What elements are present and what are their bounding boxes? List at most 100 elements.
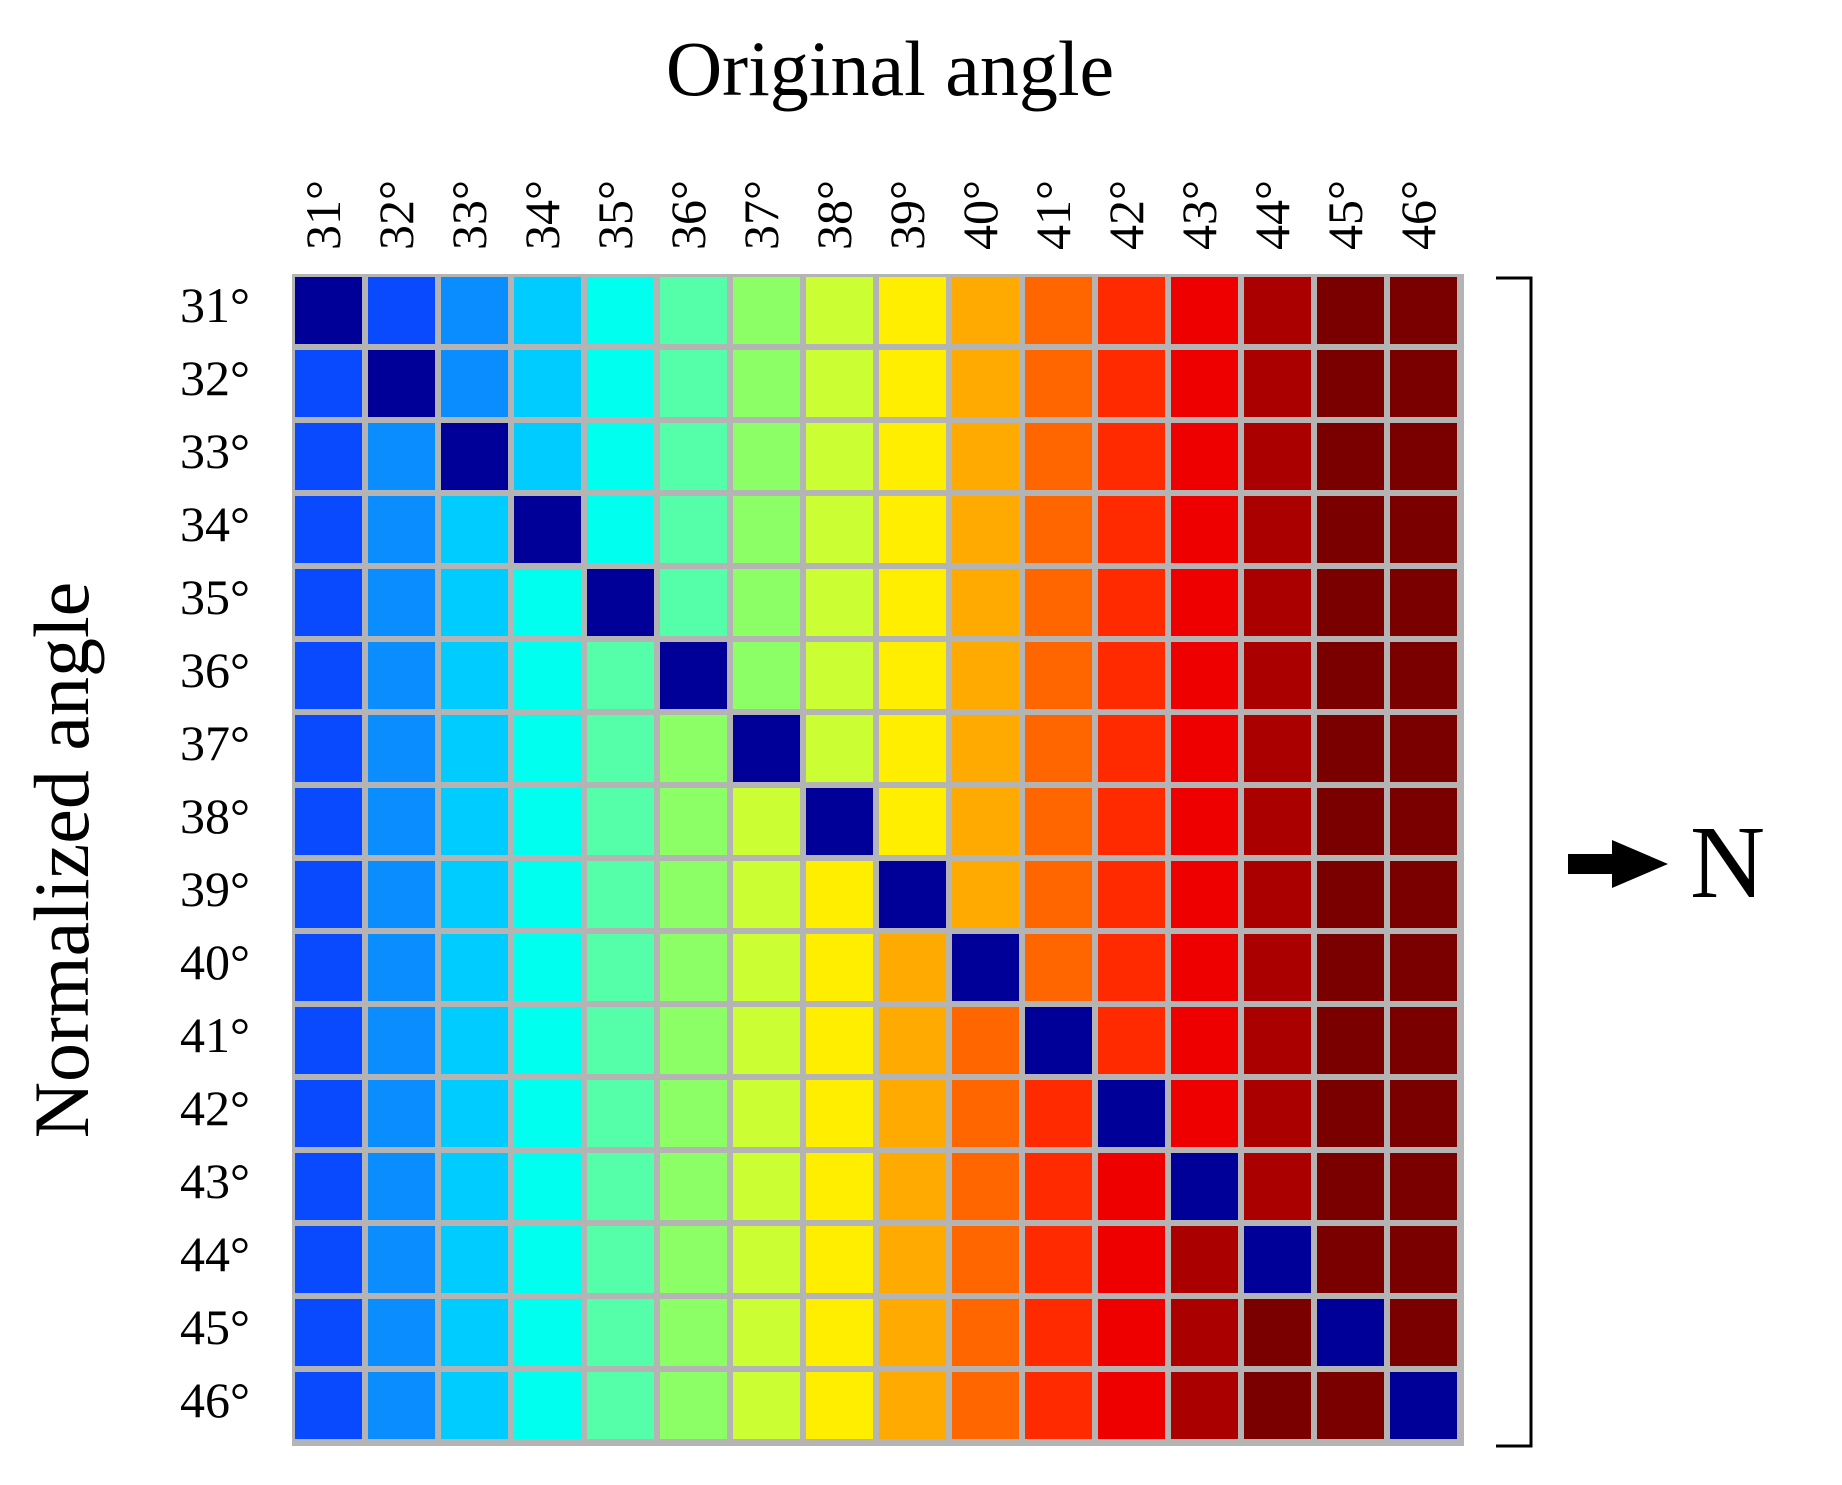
matrix-cell	[441, 934, 508, 1001]
matrix-cell	[879, 642, 946, 709]
matrix-cell	[295, 715, 362, 782]
matrix-cell	[587, 496, 654, 563]
matrix-cell	[952, 1299, 1019, 1366]
matrix-cell	[733, 1299, 800, 1366]
matrix-cell	[1025, 1226, 1092, 1293]
matrix-cell	[1317, 423, 1384, 490]
matrix-cell	[295, 642, 362, 709]
matrix-cell	[1317, 861, 1384, 928]
matrix-cell	[587, 1153, 654, 1220]
matrix-cell	[1025, 277, 1092, 344]
row-label: 34°	[180, 496, 250, 552]
matrix-cell	[1098, 715, 1165, 782]
matrix-cell	[587, 1226, 654, 1293]
matrix-cell	[1390, 715, 1457, 782]
matrix-cell	[368, 1153, 435, 1220]
matrix-cell	[879, 1153, 946, 1220]
matrix-cell	[1025, 715, 1092, 782]
row-label: 31°	[180, 277, 250, 333]
matrix-cell	[514, 715, 581, 782]
column-label: 44°	[1244, 180, 1300, 250]
matrix-cell	[952, 277, 1019, 344]
column-label: 32°	[368, 180, 424, 250]
matrix-cell	[295, 1226, 362, 1293]
matrix-cell	[733, 1080, 800, 1147]
matrix-cell	[1171, 350, 1238, 417]
matrix-cell	[952, 1226, 1019, 1293]
matrix-cell	[295, 350, 362, 417]
matrix-cell	[660, 715, 727, 782]
matrix-cell	[295, 934, 362, 1001]
matrix-cell	[587, 350, 654, 417]
matrix-cell	[1098, 934, 1165, 1001]
matrix-cell	[514, 423, 581, 490]
matrix-cell	[1317, 1226, 1384, 1293]
matrix-cell	[1171, 715, 1238, 782]
matrix-cell	[1025, 642, 1092, 709]
matrix-cell	[368, 788, 435, 855]
column-label: 42°	[1098, 180, 1154, 250]
matrix-cell	[587, 861, 654, 928]
matrix-cell	[1244, 496, 1311, 563]
matrix-cell	[1317, 277, 1384, 344]
matrix-cell	[514, 642, 581, 709]
matrix-cell	[1098, 788, 1165, 855]
matrix-cell	[441, 715, 508, 782]
matrix-cell	[441, 1080, 508, 1147]
matrix-cell	[1025, 569, 1092, 636]
column-label: 39°	[879, 180, 935, 250]
matrix-cell	[587, 642, 654, 709]
matrix-cell	[1171, 277, 1238, 344]
row-label: 37°	[180, 715, 250, 771]
matrix-cell	[1390, 496, 1457, 563]
matrix-cell	[660, 1080, 727, 1147]
matrix-cell	[295, 496, 362, 563]
matrix-cell	[806, 715, 873, 782]
matrix-cell	[1171, 1226, 1238, 1293]
matrix-cell	[368, 423, 435, 490]
matrix-cell	[1317, 1007, 1384, 1074]
matrix-cell	[368, 1299, 435, 1366]
matrix-cell	[1025, 423, 1092, 490]
matrix-cell	[660, 1226, 727, 1293]
matrix-cell	[952, 861, 1019, 928]
matrix-cell	[1171, 934, 1238, 1001]
matrix-cell	[514, 1372, 581, 1439]
matrix-cell	[1171, 496, 1238, 563]
matrix-cell	[733, 1226, 800, 1293]
row-label: 32°	[180, 350, 250, 406]
row-label: 42°	[180, 1080, 250, 1136]
matrix-cell	[1025, 861, 1092, 928]
matrix-cell	[1098, 1007, 1165, 1074]
matrix-cell	[1390, 642, 1457, 709]
matrix-cell	[587, 715, 654, 782]
matrix-cell	[952, 715, 1019, 782]
matrix-cell	[295, 788, 362, 855]
matrix-cell	[1244, 934, 1311, 1001]
matrix-cell	[660, 277, 727, 344]
column-label: 31°	[295, 180, 351, 250]
matrix-cell	[587, 1372, 654, 1439]
row-label: 40°	[180, 934, 250, 990]
matrix-cell	[587, 1080, 654, 1147]
matrix-cell-diagonal	[514, 496, 581, 563]
matrix-cell	[1098, 1153, 1165, 1220]
matrix-cell	[660, 1299, 727, 1366]
row-label: 38°	[180, 788, 250, 844]
matrix-cell	[952, 496, 1019, 563]
matrix-cell	[879, 277, 946, 344]
matrix-cell	[1317, 496, 1384, 563]
matrix-cell	[368, 1372, 435, 1439]
matrix-cell	[1171, 1080, 1238, 1147]
matrix-cell	[1317, 642, 1384, 709]
matrix-cell	[1244, 1372, 1311, 1439]
matrix-cell	[879, 350, 946, 417]
matrix-cell	[806, 934, 873, 1001]
column-label: 41°	[1025, 180, 1081, 250]
matrix-cell	[806, 861, 873, 928]
matrix-cell	[1317, 788, 1384, 855]
matrix-cell	[1171, 861, 1238, 928]
matrix-cell	[660, 934, 727, 1001]
matrix-cell	[1244, 569, 1311, 636]
matrix-cell	[733, 788, 800, 855]
